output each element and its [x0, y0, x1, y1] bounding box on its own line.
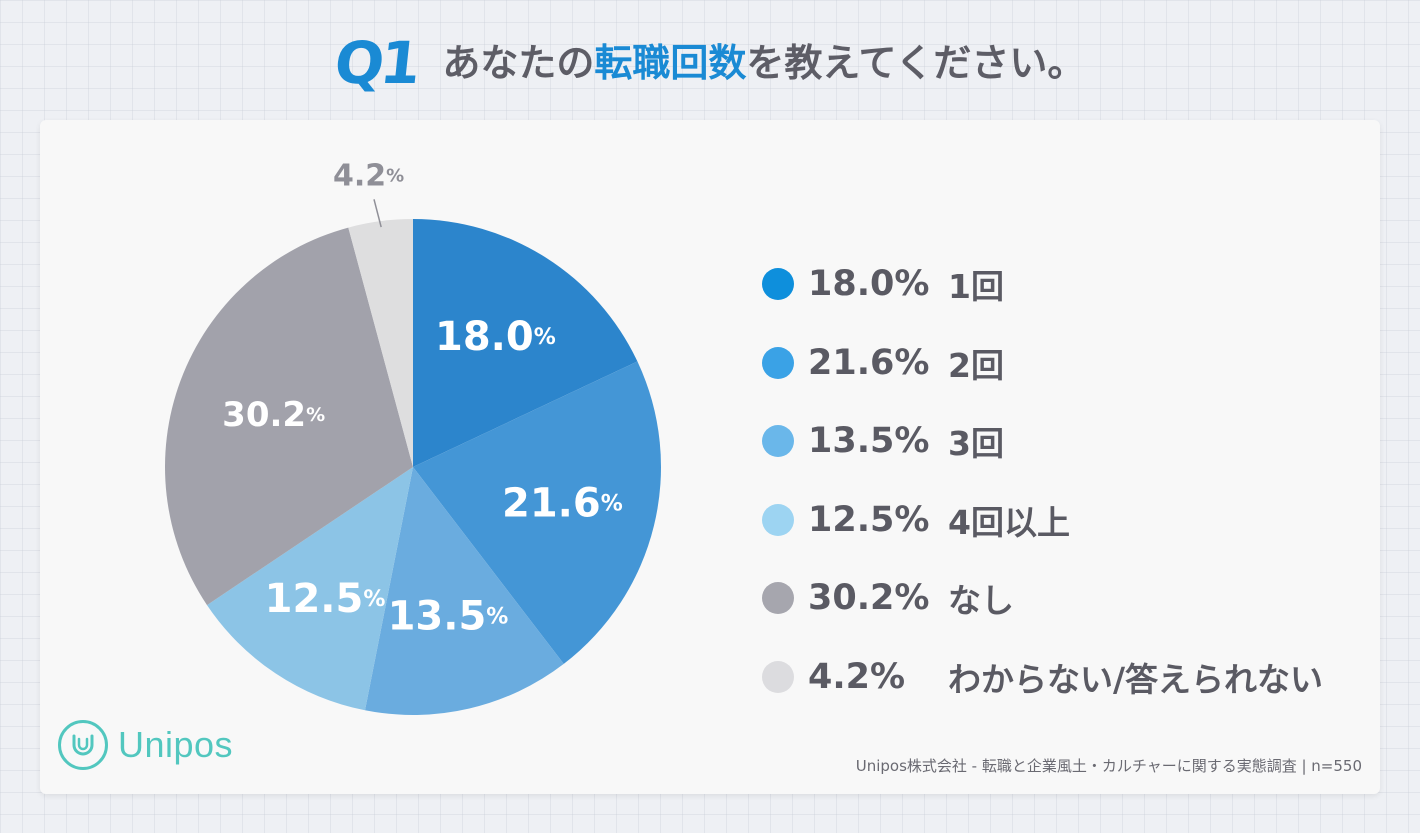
legend-label: 2回 — [948, 345, 1004, 385]
legend-item: 12.5% 4回以上 — [762, 481, 1362, 560]
legend-item: 18.0% 1回 — [762, 245, 1362, 324]
page-header: Q1 あなたの転職回数を教えてください。 — [0, 18, 1420, 108]
chart-card: 18.0% 21.6% 13.5% 12.5% 30.2% 4.2% 18.0% 1回 2… — [40, 120, 1380, 794]
logo-text: Unipos — [118, 724, 234, 765]
question-text-after: を教えてください。 — [746, 41, 1086, 85]
pie-slice — [207, 467, 413, 711]
pie-slice — [348, 219, 413, 467]
chart-legend: 18.0% 1回 21.6% 2回 13.5% 3回 12.5% 4回以上 30… — [762, 245, 1362, 716]
legend-dot — [762, 268, 794, 301]
slice-value-label: 30.2% — [222, 395, 325, 435]
legend-label: 4回以上 — [948, 502, 1070, 542]
legend-percent: 30.2% — [808, 578, 930, 619]
legend-item: 4.2% わからない/答えられない — [762, 638, 1362, 717]
leader-line — [373, 199, 382, 228]
legend-percent: 18.0% — [808, 264, 930, 305]
pie-slice — [413, 219, 638, 467]
slice-value-label: 21.6% — [502, 480, 623, 526]
legend-percent: 12.5% — [808, 499, 930, 540]
legend-percent: 21.6% — [808, 342, 930, 383]
question-text-before: あなたの — [442, 41, 595, 85]
pie-slice — [413, 361, 661, 664]
slice-value-label: 18.0% — [435, 314, 556, 360]
legend-item: 30.2% なし — [762, 559, 1362, 638]
legend-item: 21.6% 2回 — [762, 324, 1362, 403]
legend-percent: 13.5% — [808, 421, 930, 462]
slice-value-label: 4.2% — [333, 158, 404, 193]
legend-dot — [762, 503, 794, 536]
legend-dot — [762, 582, 794, 615]
slice-value-label: 12.5% — [265, 576, 386, 622]
legend-percent: 4.2% — [808, 656, 906, 697]
slice-value-label: 13.5% — [388, 594, 509, 640]
question-title: あなたの転職回数を教えてください。 — [442, 44, 1085, 82]
pie-chart: 18.0% 21.6% 13.5%12.5% 30.2% 4.2% — [165, 158, 661, 715]
legend-label: なし — [948, 581, 1014, 621]
pie-slice — [364, 467, 564, 715]
legend-label: 1回 — [948, 267, 1004, 307]
pie-slice — [165, 227, 413, 606]
legend-label: 3回 — [948, 424, 1004, 464]
unipos-logo-icon — [58, 720, 108, 770]
unipos-logo: Unipos — [58, 720, 233, 770]
legend-item: 13.5% 3回 — [762, 402, 1362, 481]
legend-dot — [762, 425, 794, 458]
legend-dot — [762, 660, 794, 693]
survey-footnote: Unipos株式会社 - 転職と企業風土・カルチャーに関する実態調査 | n=5… — [855, 757, 1362, 775]
question-text-highlight: 転職回数 — [594, 41, 747, 85]
legend-label: わからない/答えられない — [948, 659, 1324, 699]
question-number: Q1 — [331, 29, 420, 97]
legend-dot — [762, 346, 794, 379]
